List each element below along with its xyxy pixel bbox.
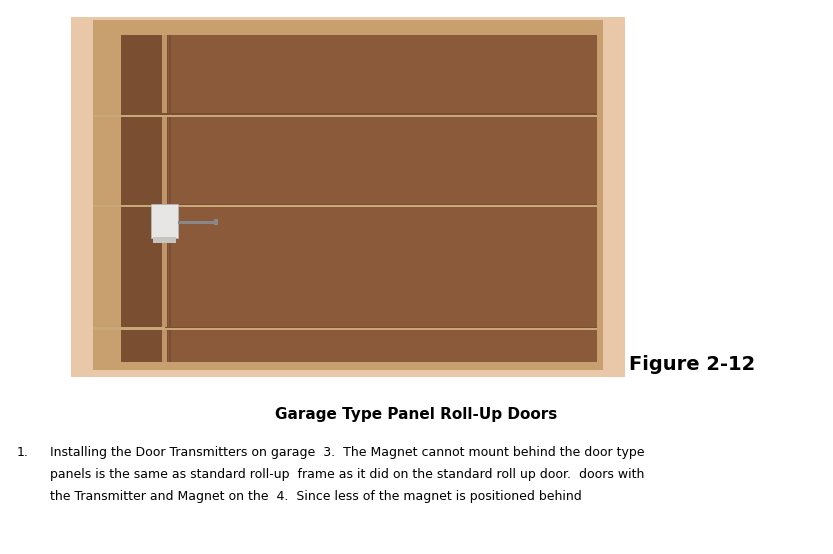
Bar	[121, 114, 597, 115]
Bar	[214, 219, 218, 225]
Bar	[93, 115, 165, 117]
Bar	[121, 203, 597, 204]
Bar	[575, 42, 602, 370]
Bar	[93, 355, 602, 370]
Bar	[93, 42, 121, 370]
Bar	[121, 34, 167, 362]
Bar	[152, 237, 176, 244]
Text: Installing the Door Transmitters on garage  3.  The Magnet cannot mount behind t: Installing the Door Transmitters on gara…	[50, 446, 645, 459]
Bar	[121, 204, 597, 207]
Text: 1.: 1.	[17, 446, 28, 459]
Bar	[162, 34, 167, 362]
Bar	[169, 34, 171, 362]
Bar	[93, 327, 165, 330]
Text: Garage Type Panel Roll-Up Doors: Garage Type Panel Roll-Up Doors	[276, 407, 557, 422]
Bar	[93, 204, 165, 207]
Bar	[121, 34, 597, 362]
Bar	[121, 327, 597, 328]
Text: panels is the same as standard roll-up  frame as it did on the standard roll up : panels is the same as standard roll-up f…	[50, 468, 645, 481]
Text: Figure 2-12: Figure 2-12	[629, 355, 756, 374]
Bar	[121, 328, 597, 330]
Bar	[151, 204, 177, 238]
Bar	[121, 115, 597, 117]
Bar	[177, 221, 214, 224]
Bar	[93, 20, 602, 42]
Text: the Transmitter and Magnet on the  4.  Since less of the magnet is positioned be: the Transmitter and Magnet on the 4. Sin…	[50, 490, 581, 503]
